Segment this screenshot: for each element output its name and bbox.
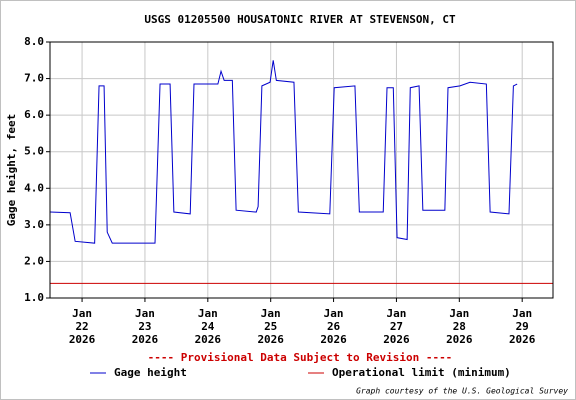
- x-tick-label-line: 2026: [132, 333, 159, 346]
- x-tick-label-line: Jan: [324, 307, 344, 320]
- series-line: [49, 60, 518, 244]
- x-tick-label: Jan 27 2026: [383, 307, 410, 346]
- legend-label: Operational limit (minimum): [332, 366, 511, 379]
- x-tick-label: Jan 23 2026: [132, 307, 159, 346]
- x-tick-label: Jan 25 2026: [257, 307, 284, 346]
- x-tick-label-line: Jan: [261, 307, 281, 320]
- x-tick-label-line: 2026: [195, 333, 222, 346]
- x-tick-label-line: 22: [75, 320, 88, 333]
- plot-border: [49, 41, 554, 299]
- x-tick-label-line: 29: [516, 320, 529, 333]
- notice: ---- Provisional Data Subject to Revisio…: [148, 351, 453, 364]
- x-tick-label-line: Jan: [198, 307, 218, 320]
- x-tick-label-line: 27: [390, 320, 403, 333]
- y-tick-label: 4.0: [24, 181, 44, 194]
- y-tick-label: 8.0: [24, 35, 44, 48]
- x-tick-label-line: Jan: [512, 307, 532, 320]
- x-tick-label-line: 2026: [383, 333, 410, 346]
- credit: Graph courtesy of the U.S. Geological Su…: [356, 387, 568, 396]
- y-tick-label: 6.0: [24, 108, 44, 121]
- y-tick-label: 3.0: [24, 218, 44, 231]
- y-tick-label: 5.0: [24, 145, 44, 158]
- chart-title: USGS 01205500 HOUSATONIC RIVER AT STEVEN…: [144, 13, 456, 26]
- x-tick-label: Jan 29 2026: [509, 307, 536, 346]
- x-tick-label-line: 2026: [320, 333, 347, 346]
- x-tick-label-line: 2026: [509, 333, 536, 346]
- x-tick-label-line: Jan: [72, 307, 92, 320]
- x-tick-label-line: 23: [138, 320, 151, 333]
- x-tick-label-line: 2026: [69, 333, 96, 346]
- x-tick-label-line: 28: [453, 320, 466, 333]
- y-tick-label: 2.0: [24, 254, 44, 267]
- plot-area: [50, 42, 553, 298]
- y-tick-label: 7.0: [24, 72, 44, 85]
- y-axis-label: Gage height, feet: [5, 114, 18, 227]
- x-tick-label: Jan 22 2026: [69, 307, 96, 346]
- x-tick-label: Jan 24 2026: [195, 307, 222, 346]
- x-tick-label-line: 2026: [446, 333, 473, 346]
- y-tick-label: 1.0: [24, 291, 44, 304]
- x-tick-label-line: 2026: [257, 333, 284, 346]
- legend-label: Gage height: [114, 366, 187, 379]
- x-tick-label-line: 25: [264, 320, 277, 333]
- x-tick-label: Jan 28 2026: [446, 307, 473, 346]
- x-tick-label-line: 26: [327, 320, 341, 333]
- x-tick-label: Jan 26 2026: [320, 307, 347, 346]
- x-tick-label-line: Jan: [387, 307, 407, 320]
- x-tick-label-line: 24: [201, 320, 215, 333]
- x-tick-label-line: Jan: [135, 307, 155, 320]
- x-tick-label-line: Jan: [449, 307, 469, 320]
